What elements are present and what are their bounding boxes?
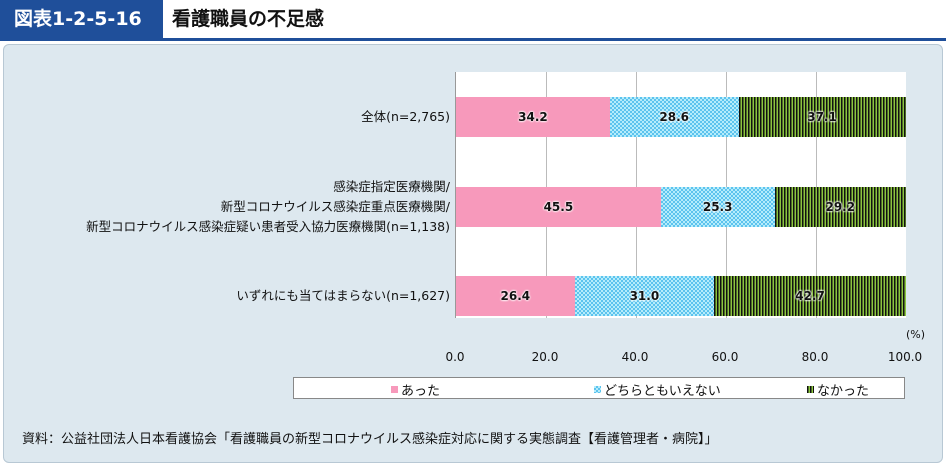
bar-segment-0: 26.4 [456,276,575,316]
bar-segment-1: 25.3 [660,187,775,227]
category-label: 全体(n=2,765) [361,107,450,127]
legend-swatch [807,386,814,393]
figure-number: 図表1-2-5-16 [0,0,163,38]
x-tick-label: 100.0 [887,350,923,364]
bar-segment-1: 28.6 [609,97,739,137]
data-label: 26.4 [500,289,531,303]
legend: あった どちらともいえない なかった [293,377,905,399]
x-tick-label: 80.0 [801,350,829,364]
data-label: 34.2 [518,110,548,124]
legend-item: なかった [807,380,869,399]
bar-segment-2: 42.7 [714,276,906,316]
category-label: いずれにも当てはまらない(n=1,627) [236,286,450,306]
legend-label: なかった [817,384,870,399]
plot-area: 34.2 28.6 37.1 45.5 25.3 29.2 26.4 31.0 42.7 [455,72,906,318]
data-label: 37.1 [807,110,837,124]
category-label-line: いずれにも当てはまらない(n=1,627) [236,288,450,303]
header-divider [0,38,946,41]
category-label-line: 新型コロナウイルス感染症重点医療機関/ [220,199,450,214]
data-label: 25.3 [702,200,733,214]
data-label: 45.5 [543,200,574,214]
data-label: 28.6 [659,110,690,124]
x-unit-label: (%) [906,328,926,341]
bar-segment-0: 45.5 [456,187,661,227]
category-label: 感染症指定医療機関/新型コロナウイルス感染症重点医療機関/新型コロナウイルス感染… [86,177,450,237]
data-label: 42.7 [795,289,825,303]
x-tick-label: 40.0 [621,350,649,364]
legend-label: あった [401,384,441,399]
bar-segment-2: 29.2 [774,187,906,227]
data-label: 31.0 [629,289,660,303]
x-tick-label: 0.0 [445,350,465,364]
data-label: 29.2 [825,200,856,214]
bar-row: 45.5 25.3 29.2 [456,187,906,227]
bar-row: 26.4 31.0 42.7 [456,276,906,316]
category-label-line: 新型コロナウイルス感染症疑い患者受入協力医療機関(n=1,138) [86,219,450,234]
x-tick-label: 60.0 [711,350,739,364]
figure-title: 看護職員の不足感 [172,8,325,30]
bar-segment-1: 31.0 [574,276,715,316]
figure-header: 図表1-2-5-16 看護職員の不足感 [0,0,946,38]
legend-swatch [391,386,398,393]
legend-label: どちらともいえない [604,384,721,399]
bar-segment-2: 37.1 [738,97,906,137]
bar-segment-0: 34.2 [456,97,610,137]
x-tick-label: 20.0 [531,350,559,364]
source-note: 資料：公益社団法人日本看護協会「看護職員の新型コロナウイルス感染症対応に関する実… [22,432,718,447]
legend-swatch [594,386,601,393]
category-label-line: 感染症指定医療機関/ [333,179,450,194]
legend-item: どちらともいえない [594,380,721,399]
legend-item: あった [391,380,440,399]
bar-row: 34.2 28.6 37.1 [456,97,906,137]
category-label-line: 全体(n=2,765) [361,109,450,124]
